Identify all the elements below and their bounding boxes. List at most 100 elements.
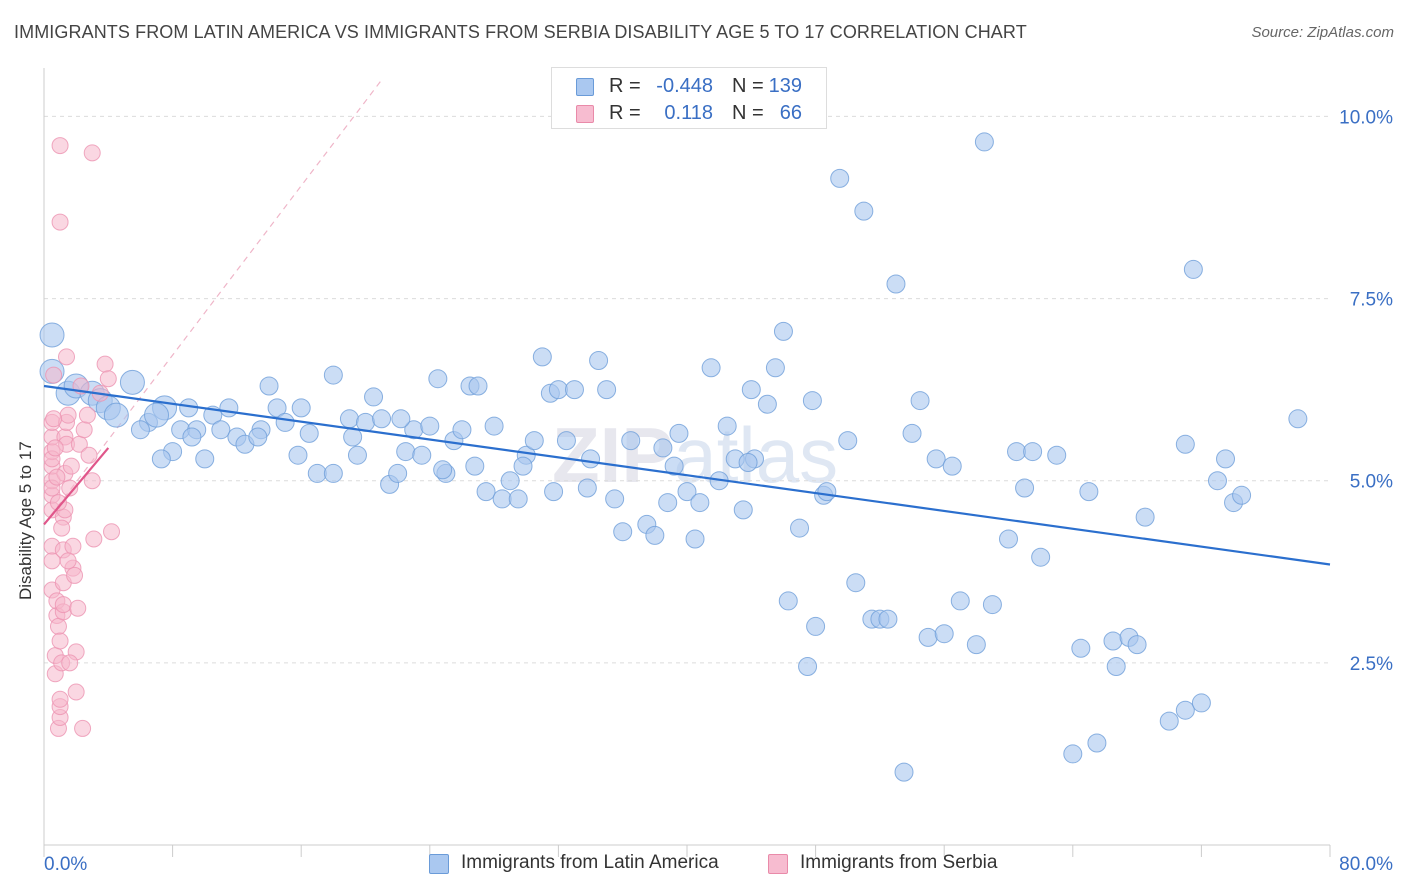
legend-n-label: N = — [732, 102, 764, 124]
data-point-latin-america — [669, 423, 689, 443]
x-tick-label: 80.0% — [1339, 854, 1393, 875]
data-point-serbia — [103, 523, 121, 541]
bottom-legend-swatch-serbia — [768, 854, 788, 874]
data-point-serbia — [66, 566, 84, 584]
data-point-latin-america — [364, 387, 384, 407]
data-point-latin-america — [291, 398, 311, 418]
trendline-latin-america — [43, 384, 1331, 566]
legend: R = -0.448 N = 139 R = 0.118 N = 66 — [551, 67, 827, 129]
legend-swatch-latin-america — [576, 78, 594, 96]
data-point-latin-america — [589, 351, 609, 370]
data-point-latin-america — [830, 168, 850, 188]
data-point-latin-america — [39, 322, 65, 348]
bottom-legend-label: Immigrants from Latin America — [461, 852, 719, 873]
legend-r-value: -0.448 — [656, 75, 713, 97]
data-point-latin-america — [738, 453, 758, 472]
data-point-latin-america — [778, 591, 798, 611]
data-point-latin-america — [452, 420, 472, 440]
data-point-latin-america — [1175, 700, 1195, 720]
data-point-latin-america — [1071, 638, 1091, 658]
data-point-serbia — [49, 494, 67, 512]
data-point-serbia — [45, 410, 63, 428]
bottom-legend-label: Immigrants from Serbia — [800, 852, 998, 873]
data-point-latin-america — [950, 591, 970, 611]
data-point-latin-america — [1063, 744, 1083, 764]
data-point-latin-america — [645, 525, 665, 545]
data-point-latin-america — [773, 321, 793, 341]
data-point-serbia — [59, 406, 77, 424]
data-point-latin-america — [347, 445, 367, 465]
data-point-latin-america — [982, 595, 1002, 615]
data-point-latin-america — [492, 489, 512, 509]
data-point-latin-america — [765, 358, 785, 378]
data-point-latin-america — [1207, 471, 1227, 491]
data-point-latin-america — [658, 493, 678, 513]
data-point-latin-america — [119, 369, 145, 395]
data-point-serbia — [83, 472, 101, 490]
data-point-latin-america — [1288, 409, 1308, 429]
data-point-serbia — [80, 446, 98, 464]
x-tick-label: 0.0% — [44, 854, 87, 875]
data-point-latin-america — [1127, 635, 1147, 655]
data-point-latin-america — [677, 482, 697, 502]
data-point-latin-america — [894, 762, 914, 782]
data-point-latin-america — [288, 445, 308, 465]
data-point-latin-america — [372, 409, 392, 429]
data-point-latin-america — [966, 635, 986, 655]
data-point-serbia — [59, 552, 77, 570]
data-point-serbia — [78, 406, 96, 424]
legend-r-label: R = — [609, 75, 641, 97]
data-point-latin-america — [500, 471, 520, 491]
data-point-latin-america — [942, 456, 962, 476]
data-point-serbia — [99, 370, 117, 388]
data-point-serbia — [69, 599, 87, 617]
data-point-latin-america — [299, 423, 319, 443]
data-point-latin-america — [613, 522, 633, 542]
data-point-latin-america — [685, 529, 705, 549]
data-point-latin-america — [544, 482, 564, 502]
data-point-serbia — [46, 439, 64, 457]
data-point-latin-america — [1232, 485, 1252, 505]
data-point-serbia — [53, 519, 71, 537]
data-point-latin-america — [532, 347, 552, 367]
data-point-latin-america — [934, 624, 954, 644]
data-point-latin-america — [388, 463, 408, 483]
data-point-latin-america — [219, 398, 239, 418]
data-point-latin-america — [605, 489, 625, 509]
y-tick-label: 7.5% — [1350, 290, 1393, 311]
data-point-latin-america — [878, 609, 898, 629]
data-point-serbia — [45, 366, 63, 384]
data-point-serbia — [61, 654, 79, 672]
data-point-latin-america — [577, 478, 597, 498]
data-point-latin-america — [259, 376, 279, 396]
data-point-latin-america — [548, 380, 568, 400]
data-point-latin-america — [918, 627, 938, 647]
data-point-latin-america — [846, 573, 866, 593]
y-tick-label: 10.0% — [1339, 107, 1393, 128]
data-point-latin-america — [1103, 631, 1123, 651]
legend-row-latin-america: R = -0.448 N = 139 — [552, 75, 828, 101]
data-point-latin-america — [524, 431, 544, 451]
y-tick-label: 5.0% — [1350, 472, 1393, 493]
data-point-serbia — [75, 421, 93, 439]
data-point-latin-america — [741, 380, 761, 400]
data-point-latin-america — [1175, 434, 1195, 454]
data-point-serbia — [64, 537, 82, 555]
data-point-latin-america — [151, 449, 171, 469]
legend-n-value: 139 — [768, 75, 802, 97]
data-point-serbia — [67, 683, 85, 701]
chart-title: IMMIGRANTS FROM LATIN AMERICA VS IMMIGRA… — [14, 22, 1027, 42]
data-point-latin-america — [468, 376, 488, 396]
data-point-latin-america — [476, 482, 496, 502]
legend-r-value: 0.118 — [664, 102, 713, 124]
data-point-latin-america — [886, 274, 906, 294]
data-point-latin-america — [182, 427, 202, 447]
data-point-latin-america — [412, 445, 432, 465]
data-point-latin-america — [999, 529, 1018, 549]
data-point-serbia — [51, 690, 69, 708]
data-point-latin-america — [621, 431, 641, 451]
data-point-latin-america — [144, 402, 170, 428]
data-point-latin-america — [902, 423, 922, 443]
data-point-latin-america — [1135, 507, 1155, 527]
data-point-latin-america — [926, 449, 946, 469]
